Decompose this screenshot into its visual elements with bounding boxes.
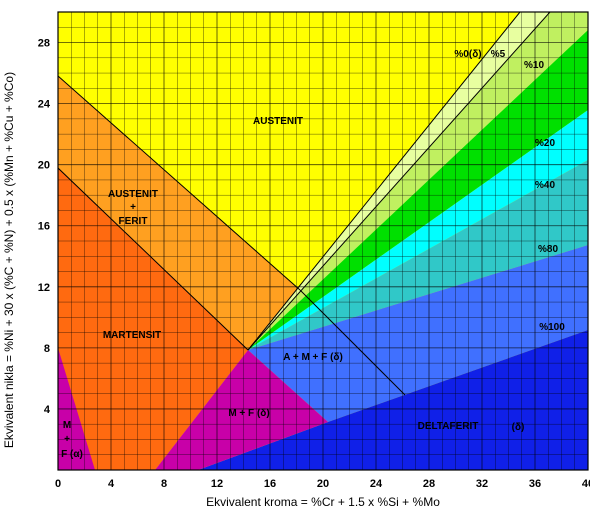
y-tick-labels: 4 8 12 16 20 24 28 xyxy=(38,38,51,416)
plot-frame xyxy=(57,11,589,471)
label-mfd-line3: F (α) xyxy=(61,449,83,460)
label-ferrite-80: %80 xyxy=(538,244,558,255)
label-austenit-ferit-line2: + xyxy=(130,202,136,213)
label-deltaferit: DELTAFERIT xyxy=(418,421,479,432)
plot-area xyxy=(58,12,588,470)
x-tick-label: 16 xyxy=(264,478,276,490)
label-deltaferit-symbol: (δ) xyxy=(512,422,525,433)
y-tick-label: 24 xyxy=(38,99,51,111)
label-mfd-line1: M xyxy=(63,420,71,431)
x-tick-label: 8 xyxy=(161,478,167,490)
label-ferrite-0: %0(δ) xyxy=(454,49,481,60)
label-ferrite-40: %40 xyxy=(535,180,555,191)
band-20-40 xyxy=(248,110,588,350)
label-mfd-line2: + xyxy=(64,434,70,445)
label-austenit-ferit-line3: FERIT xyxy=(119,216,148,227)
x-axis-title: Ekvivalent kroma = %Cr + 1.5 x %Si + %Mo xyxy=(206,495,440,509)
label-martensit: MARTENSIT xyxy=(103,330,161,341)
y-tick-label: 16 xyxy=(38,221,50,233)
x-tick-label: 12 xyxy=(211,478,223,490)
label-austenit-ferit-line1: AUSTENIT xyxy=(108,189,158,200)
boundary-lines xyxy=(58,12,551,396)
grid xyxy=(58,12,588,470)
y-tick-label: 4 xyxy=(44,404,51,416)
label-ferrite-10: %10 xyxy=(524,60,544,71)
label-mf: M + F (δ) xyxy=(228,408,269,419)
x-tick-label: 0 xyxy=(55,478,61,490)
x-tick-labels: 0 4 8 12 16 20 24 28 32 36 40 xyxy=(55,478,590,490)
x-tick-label: 24 xyxy=(370,478,383,490)
label-austenit: AUSTENIT xyxy=(253,116,303,127)
y-tick-label: 20 xyxy=(38,160,50,172)
band-5-10 xyxy=(248,12,588,350)
region-mf xyxy=(155,350,328,470)
y-tick-label: 12 xyxy=(38,282,50,294)
x-tick-label: 36 xyxy=(529,478,541,490)
label-amf: A + M + F (δ) xyxy=(283,352,343,363)
x-tick-label: 32 xyxy=(476,478,488,490)
x-tick-label: 20 xyxy=(317,478,329,490)
y-tick-label: 8 xyxy=(44,343,50,355)
label-ferrite-20: %20 xyxy=(535,138,555,149)
x-tick-label: 28 xyxy=(423,478,435,490)
region-martensit xyxy=(58,168,248,470)
y-tick-label: 28 xyxy=(38,38,50,50)
x-tick-label: 4 xyxy=(108,478,115,490)
label-ferrite-5: %5 xyxy=(491,49,506,60)
x-tick-label: 40 xyxy=(582,478,590,490)
band-10-20 xyxy=(248,30,588,350)
label-ferrite-100: %100 xyxy=(539,322,565,333)
region-deltaferit xyxy=(198,330,588,470)
band-40-80 xyxy=(248,160,588,350)
band-80-100 xyxy=(248,245,588,422)
y-axis-title: Ekvivalent nikla = %Ni + 30 x (%C + %N) … xyxy=(2,72,16,448)
